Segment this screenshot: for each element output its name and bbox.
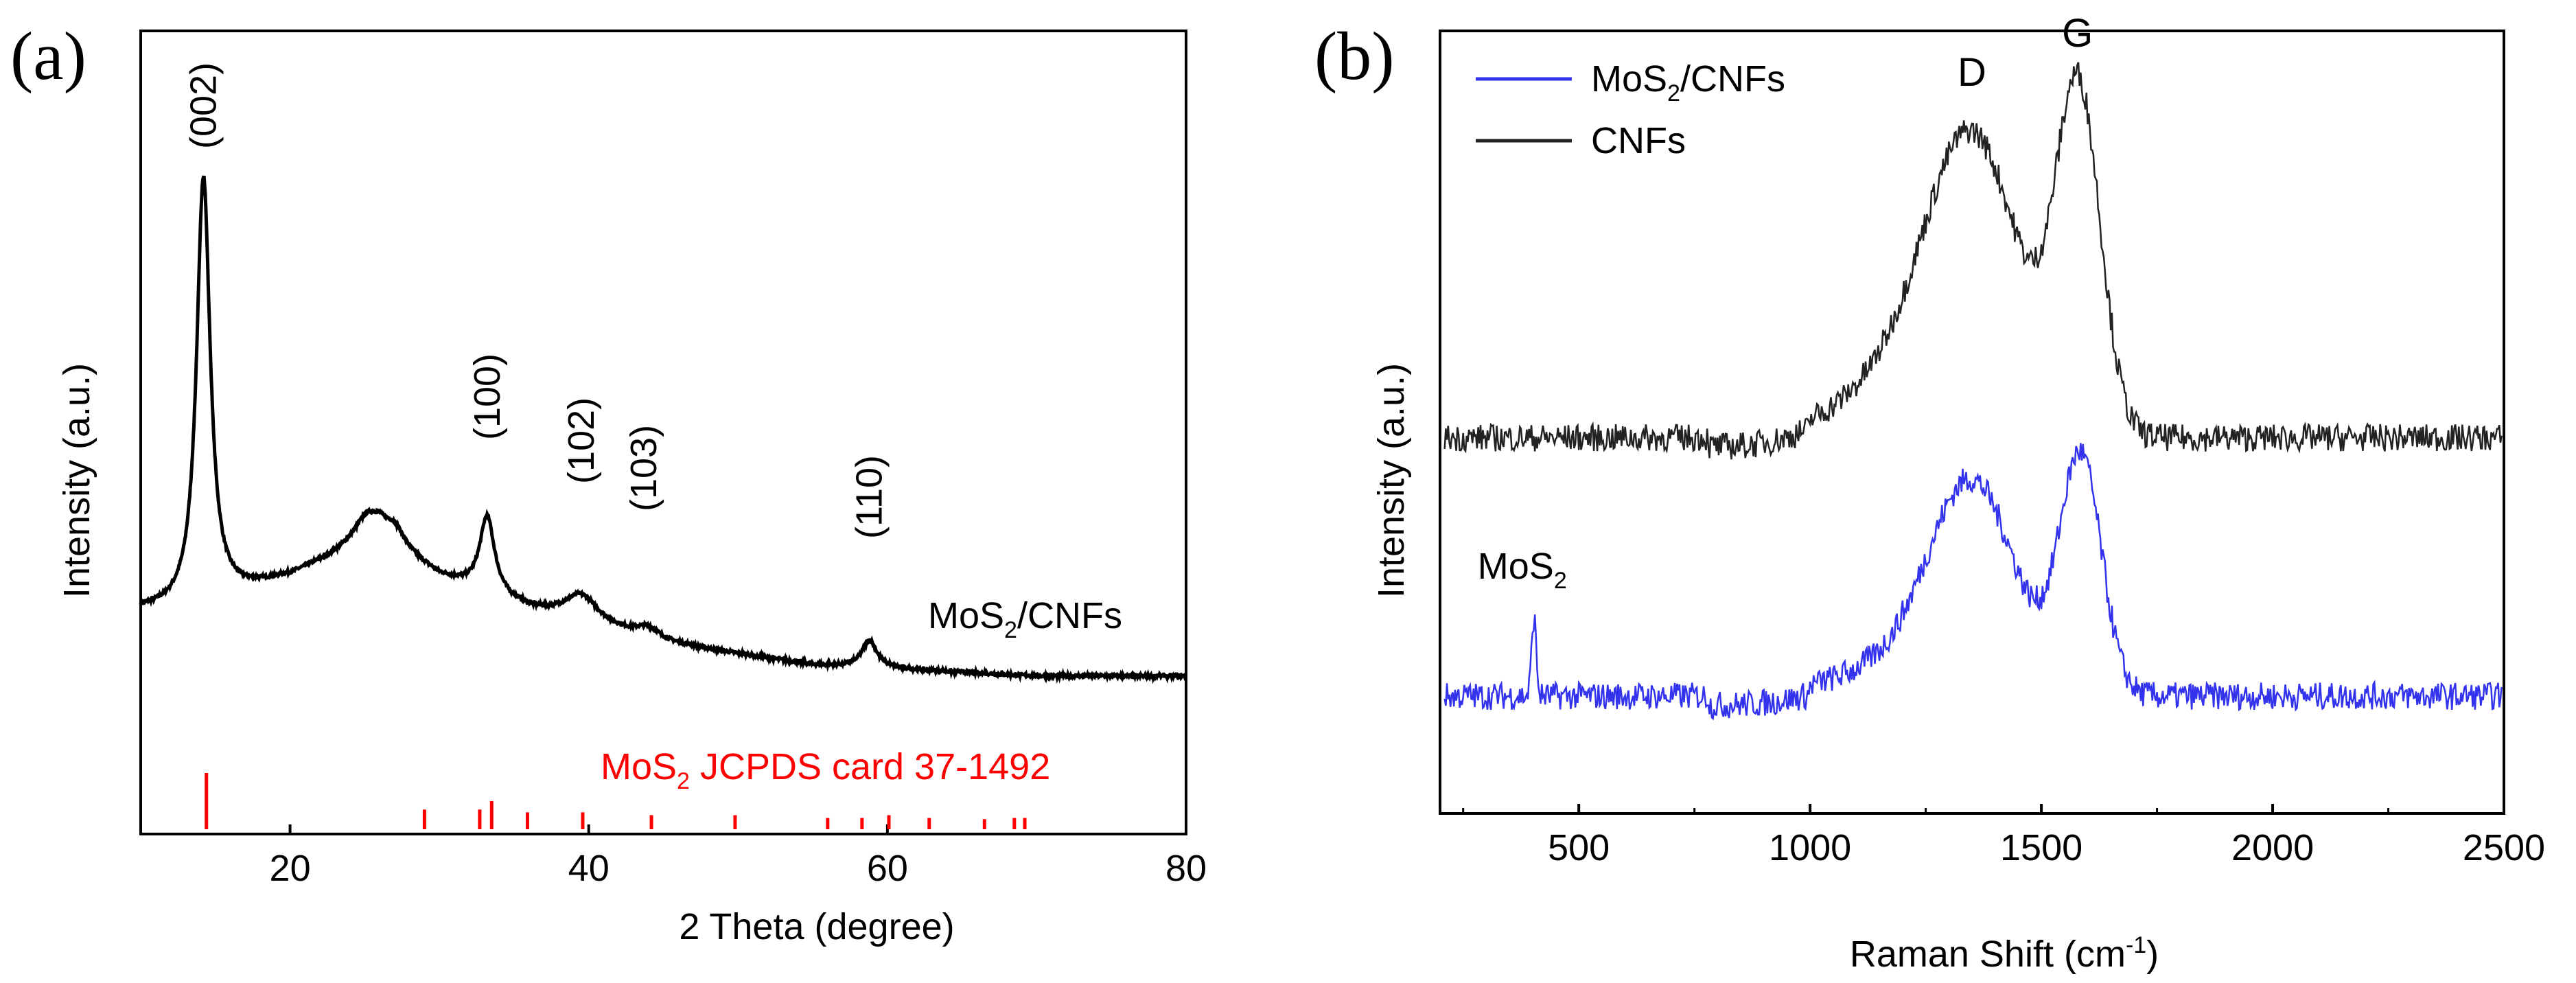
legend-label-cnfs: CNFs	[1591, 120, 1686, 161]
panel-b-x-tick-label: 2500	[2463, 827, 2545, 868]
panel-a-plot-frame	[139, 30, 1187, 835]
panel-a-x-tick-label: 60	[867, 848, 908, 889]
panel-b-y-axis-label: Intensity (a.u.)	[1371, 363, 1412, 598]
panel-a-peak-label: (002)	[183, 62, 224, 149]
panel-b: (b) 500 1000 1500 2000 2500 DG MoS2 MoS2/CNF…	[1314, 11, 2545, 975]
panel-a-x-tick-label: 20	[270, 848, 311, 889]
panel-b-annotations: DG	[1958, 11, 2093, 95]
panel-a-peak-labels: (002) (100) (102) (103) (110)	[183, 62, 890, 539]
panel-a-reference-label: MoS2 JCPDS card 37-1492	[601, 746, 1050, 794]
panel-b-mos2-peak-label: MoS2	[1478, 546, 1567, 594]
panel-a-x-axis-label: 2 Theta (degree)	[679, 906, 954, 947]
panel-a-series-label: MoS2/CNFs	[928, 595, 1122, 643]
panel-b-legend: MoS2/CNFs CNFs	[1476, 58, 1785, 161]
panel-b-x-tick-label: 1500	[2000, 827, 2082, 868]
panel-a-x-tick-label: 40	[568, 848, 610, 889]
panel-a-x-ticks: 20 40 60 80	[270, 824, 1207, 889]
panel-b-x-tick-label: 500	[1548, 827, 1610, 868]
panel-b-x-tick-label: 1000	[1769, 827, 1851, 868]
panel-b-plot-frame	[1439, 30, 2505, 815]
panel-b-letter: (b)	[1314, 18, 1395, 94]
panel-a-x-tick-label: 80	[1165, 848, 1207, 889]
panel-b-cnfs-trace	[1443, 62, 2503, 460]
panel-b-x-ticks: 500 1000 1500 2000 2500	[1462, 804, 2545, 868]
panel-a-xrd-trace	[139, 175, 1187, 684]
panel-a-letter: (a)	[10, 18, 86, 94]
panel-b-x-tick-label: 2000	[2231, 827, 2314, 868]
panel-a-peak-label: (102)	[561, 397, 602, 484]
panel-b-mos2-cnfs-trace	[1443, 443, 2503, 721]
panel-b-peak-annotation: G	[2062, 11, 2093, 56]
panel-a: (a) 20 40 60 80 (002) (100) (102) (103) (110) 2…	[10, 18, 1207, 947]
panel-b-x-axis-label: Raman Shift (cm-1)	[1850, 932, 2159, 975]
legend-label-mos2-cnfs: MoS2/CNFs	[1591, 58, 1785, 106]
panel-a-peak-label: (110)	[849, 455, 890, 539]
panel-a-reference-lines	[205, 773, 1027, 829]
panel-a-y-axis-label: Intensity (a.u.)	[56, 363, 97, 598]
panel-b-peak-annotation: D	[1958, 50, 1986, 95]
panel-a-peak-label: (100)	[467, 354, 508, 440]
panel-a-peak-label: (103)	[623, 425, 664, 511]
